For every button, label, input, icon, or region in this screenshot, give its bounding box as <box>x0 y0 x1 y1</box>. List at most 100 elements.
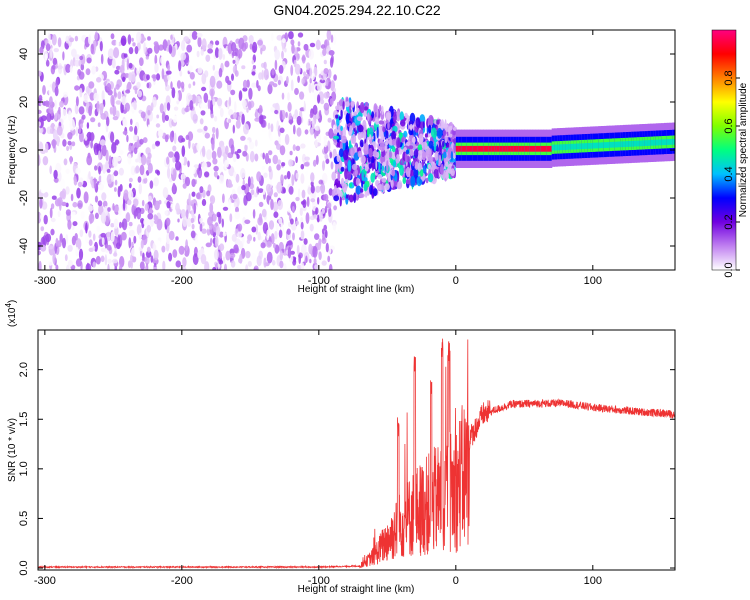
heatmap-cell <box>631 140 635 147</box>
heatmap-cell <box>325 158 330 164</box>
colorbar-label: Normalized spectral amplitude <box>738 82 749 217</box>
heatmap-cell <box>215 40 220 46</box>
heatmap-cell <box>557 144 561 151</box>
heatmap-cell <box>205 54 211 62</box>
heatmap-cell <box>122 76 126 83</box>
heatmap-cell <box>309 42 316 48</box>
heatmap-cell <box>166 201 171 209</box>
heatmap-cell <box>378 163 381 172</box>
heatmap-cell <box>164 114 169 122</box>
heatmap-cell <box>408 145 414 150</box>
heatmap-cell <box>248 87 253 100</box>
heatmap-cell <box>396 137 401 149</box>
heatmap-cell <box>176 80 182 89</box>
heatmap-cell <box>169 206 172 212</box>
heatmap-cell <box>214 115 218 122</box>
heatmap-cell <box>672 138 675 145</box>
heatmap-cell <box>421 141 428 150</box>
heatmap-cell <box>68 110 72 122</box>
heatmap-cell <box>273 211 279 218</box>
heatmap-cell <box>350 148 353 160</box>
heatmap-cell <box>80 63 85 71</box>
heatmap-cell <box>58 141 63 153</box>
heatmap-cell <box>230 42 237 52</box>
heatmap-cell <box>272 201 279 212</box>
heatmap-cell <box>232 193 238 200</box>
heatmap-cell <box>260 47 263 55</box>
heatmap-cell <box>204 171 210 178</box>
heatmap-cell <box>356 107 360 114</box>
heatmap-cell <box>111 167 115 173</box>
heatmap-cell <box>332 34 337 45</box>
heatmap-cell <box>295 156 298 164</box>
heatmap-cell <box>387 121 390 130</box>
heatmap-cell <box>338 190 343 199</box>
heatmap-cell <box>153 41 159 46</box>
heatmap-cell <box>261 165 265 171</box>
heatmap-cell <box>263 61 267 70</box>
heatmap-cell <box>132 42 136 47</box>
heatmap-cell <box>154 62 159 73</box>
heatmap-cell <box>48 245 54 250</box>
heatmap-cell <box>38 250 41 256</box>
heatmap-cell <box>120 35 127 47</box>
heatmap-cell <box>75 96 79 107</box>
heatmap-cell <box>195 234 199 244</box>
heatmap-cell <box>286 76 289 85</box>
heatmap-cell <box>400 119 406 127</box>
heatmap-cell <box>405 149 410 155</box>
heatmap-cell <box>413 167 419 179</box>
heatmap-cell <box>307 186 312 195</box>
heatmap-cell <box>507 145 512 152</box>
heatmap-cell <box>193 202 197 214</box>
heatmap-cell <box>253 236 256 242</box>
heatmap-cell <box>118 167 124 176</box>
heatmap-cell <box>240 167 246 179</box>
heatmap-cell <box>286 240 293 246</box>
bottom-y-axis-label: SNR (10 * v/v) <box>7 418 18 482</box>
heatmap-cell <box>235 119 241 129</box>
heatmap-cell <box>299 91 305 100</box>
heatmap-cell <box>268 220 275 230</box>
heatmap-cell <box>123 53 128 58</box>
heatmap-cell <box>119 250 124 258</box>
heatmap-cell <box>182 257 187 268</box>
heatmap-cell <box>323 92 330 99</box>
heatmap-cell <box>151 143 156 150</box>
heatmap-cell <box>90 117 96 123</box>
heatmap-cell <box>146 105 152 116</box>
heatmap-cell <box>360 188 364 193</box>
heatmap-cell <box>127 34 132 45</box>
heatmap-cell <box>303 162 310 167</box>
heatmap-cell <box>354 169 358 176</box>
heatmap-cell <box>110 223 115 228</box>
heatmap-cell <box>100 255 105 263</box>
heatmap-cell <box>620 141 624 148</box>
heatmap-cell <box>119 263 123 270</box>
heatmap-cell <box>330 82 335 91</box>
heatmap-cell <box>237 148 242 154</box>
heatmap-cell <box>355 185 362 195</box>
heatmap-cell <box>327 68 332 79</box>
heatmap-cell <box>576 143 580 150</box>
heatmap-cell <box>598 142 602 149</box>
heatmap-cell <box>209 202 214 214</box>
heatmap-cell <box>148 41 154 49</box>
y-tick-label: 0.0 <box>18 560 30 575</box>
heatmap-cell <box>658 139 662 146</box>
heatmap-cell <box>399 111 404 122</box>
heatmap-cell <box>49 96 53 106</box>
heatmap-cell <box>491 145 495 152</box>
heatmap-cell <box>106 83 112 92</box>
heatmap-cell <box>130 254 133 265</box>
heatmap-cell <box>197 67 203 74</box>
heatmap-cell <box>100 232 107 238</box>
heatmap-cell <box>86 154 93 166</box>
heatmap-cell <box>259 114 264 125</box>
heatmap-cell <box>332 221 337 231</box>
heatmap-cell <box>210 237 213 246</box>
heatmap-cell <box>242 207 248 214</box>
heatmap-cell <box>74 35 79 42</box>
heatmap-cell <box>320 183 326 195</box>
heatmap-cell <box>237 48 243 59</box>
